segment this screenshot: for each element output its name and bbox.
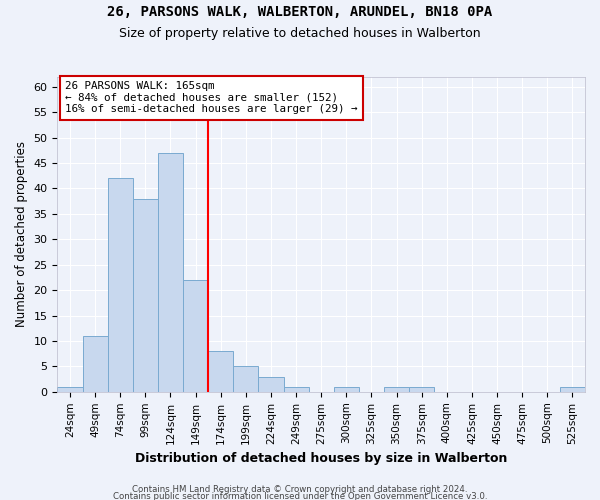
X-axis label: Distribution of detached houses by size in Walberton: Distribution of detached houses by size … <box>135 452 508 465</box>
Bar <box>233 366 259 392</box>
Text: 26, PARSONS WALK, WALBERTON, ARUNDEL, BN18 0PA: 26, PARSONS WALK, WALBERTON, ARUNDEL, BN… <box>107 5 493 19</box>
Text: Contains public sector information licensed under the Open Government Licence v3: Contains public sector information licen… <box>113 492 487 500</box>
Bar <box>208 351 233 392</box>
Bar <box>334 386 359 392</box>
Bar <box>384 386 409 392</box>
Bar <box>107 178 133 392</box>
Bar <box>284 386 308 392</box>
Text: Size of property relative to detached houses in Walberton: Size of property relative to detached ho… <box>119 28 481 40</box>
Y-axis label: Number of detached properties: Number of detached properties <box>15 141 28 327</box>
Bar <box>183 280 208 392</box>
Bar <box>158 153 183 392</box>
Bar <box>58 386 83 392</box>
Bar <box>133 198 158 392</box>
Text: 26 PARSONS WALK: 165sqm
← 84% of detached houses are smaller (152)
16% of semi-d: 26 PARSONS WALK: 165sqm ← 84% of detache… <box>65 81 358 114</box>
Bar <box>409 386 434 392</box>
Bar <box>560 386 585 392</box>
Bar <box>259 376 284 392</box>
Bar <box>83 336 107 392</box>
Text: Contains HM Land Registry data © Crown copyright and database right 2024.: Contains HM Land Registry data © Crown c… <box>132 484 468 494</box>
